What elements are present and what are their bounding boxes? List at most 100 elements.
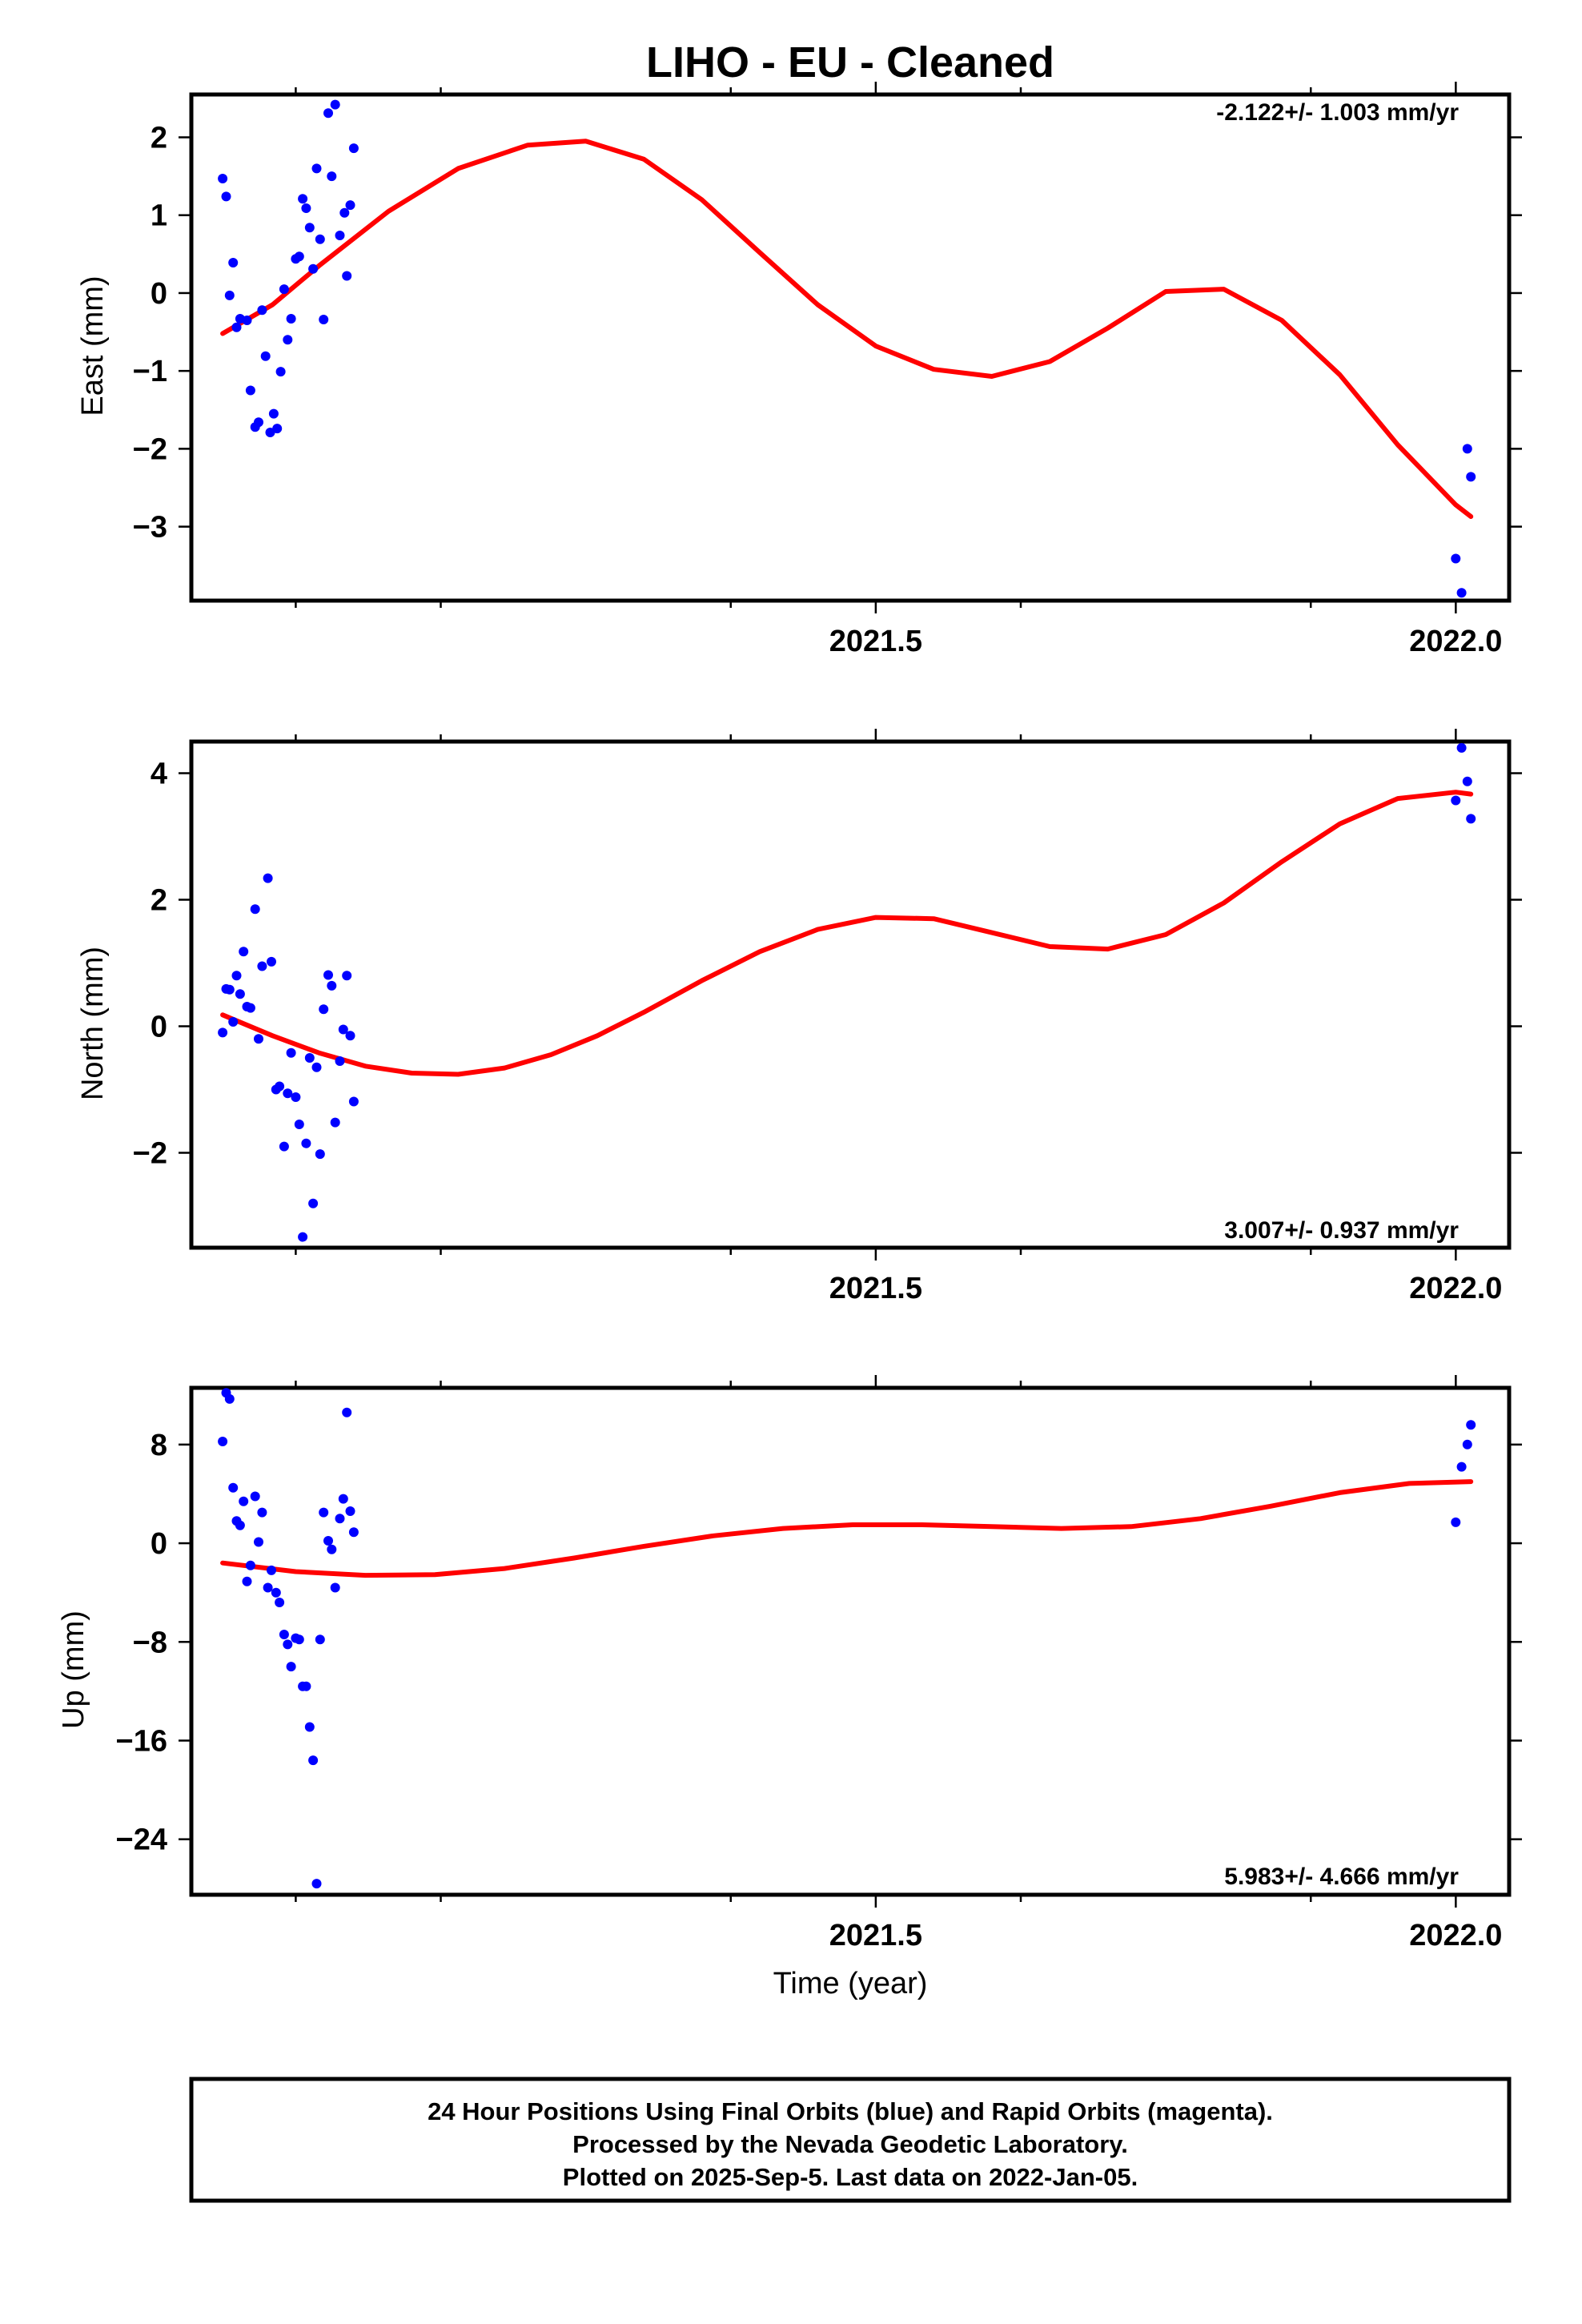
up-data-point xyxy=(315,1634,325,1645)
north-data-point xyxy=(335,1056,345,1066)
east-y-tick-label: 2 xyxy=(151,121,167,155)
up-data-point xyxy=(308,1755,319,1766)
east-y-tick-label: −3 xyxy=(133,511,167,545)
up-x-tick-label: 2021.5 xyxy=(829,1919,922,1952)
north-data-point xyxy=(286,1047,296,1058)
north-data-point xyxy=(245,1003,255,1013)
east-data-point xyxy=(339,207,350,218)
east-x-tick-label: 2021.5 xyxy=(829,625,922,658)
east-data-point xyxy=(311,163,322,174)
east-data-point xyxy=(286,314,296,324)
north-data-point xyxy=(218,1027,228,1038)
up-data-point xyxy=(245,1560,255,1570)
up-fit-line xyxy=(220,1479,1474,1578)
north-data-point xyxy=(330,1117,340,1128)
east-data-point xyxy=(315,234,325,244)
north-y-tick-label: −2 xyxy=(133,1137,167,1171)
up-data-point xyxy=(286,1662,296,1672)
north-data-point xyxy=(342,971,352,981)
up-data-point xyxy=(254,1537,263,1547)
east-data-point xyxy=(224,290,235,300)
east-data-point xyxy=(268,408,279,419)
up-data-point xyxy=(294,1634,304,1645)
east-data-point xyxy=(294,251,304,262)
north-data-point xyxy=(263,873,273,883)
north-data-point xyxy=(338,1024,348,1035)
up-data-point xyxy=(250,1491,260,1502)
footer-line-lab: Processed by the Nevada Geodetic Laborat… xyxy=(572,2130,1128,2158)
east-y-axis-label: East (mm) xyxy=(76,275,110,416)
north-data-point xyxy=(298,1232,308,1242)
footer-line-orbits: 24 Hour Positions Using Final Orbits (bl… xyxy=(428,2097,1273,2125)
east-data-point xyxy=(254,417,263,428)
up-data-point xyxy=(239,1496,249,1506)
up-data-point xyxy=(330,1582,340,1593)
up-data-point xyxy=(311,1879,322,1889)
north-data-point xyxy=(315,1149,325,1160)
north-data-point xyxy=(1451,795,1461,806)
north-frame xyxy=(189,739,1512,1250)
north-y-tick-label: 2 xyxy=(151,884,167,918)
north-data-point xyxy=(257,961,267,971)
east-y-tick-label: −1 xyxy=(133,355,167,388)
up-data-point xyxy=(327,1544,337,1554)
east-data-point xyxy=(245,385,255,396)
x-axis-label: Time (year) xyxy=(773,1967,928,2000)
east-data-point xyxy=(330,99,340,110)
up-y-tick-label: 8 xyxy=(151,1429,167,1462)
east-y-tick-label: −2 xyxy=(133,432,167,466)
footer-frame xyxy=(189,2077,1512,2203)
east-y-tick-label: 0 xyxy=(151,277,167,311)
up-data-point xyxy=(235,1520,245,1530)
east-data-point xyxy=(335,231,345,240)
north-data-point xyxy=(239,947,249,957)
up-data-point xyxy=(275,1598,285,1607)
up-data-point xyxy=(267,1565,276,1575)
east-data-point xyxy=(1451,553,1461,564)
up-data-point xyxy=(335,1514,345,1524)
up-rate-label: 5.983+/- 4.666 mm/yr xyxy=(1224,1864,1459,1890)
up-y-tick-label: 0 xyxy=(151,1527,167,1561)
east-data-point xyxy=(1466,472,1476,482)
east-rate-label: -2.122+/- 1.003 mm/yr xyxy=(1216,99,1459,126)
north-data-point xyxy=(224,984,235,995)
north-x-tick-label: 2022.0 xyxy=(1409,1272,1502,1305)
east-data-point xyxy=(242,316,252,325)
up-data-point xyxy=(319,1507,329,1518)
east-data-point xyxy=(221,191,231,202)
up-data-point xyxy=(1462,1439,1472,1449)
up-data-point xyxy=(342,1407,352,1417)
north-data-point xyxy=(1466,814,1476,824)
chart-title: LIHO - EU - Cleaned xyxy=(646,38,1054,86)
up-data-point xyxy=(323,1536,333,1546)
up-data-point xyxy=(301,1681,311,1691)
east-data-point xyxy=(272,424,283,434)
up-data-point xyxy=(1451,1517,1461,1527)
up-y-tick-label: −24 xyxy=(116,1823,167,1857)
north-data-point xyxy=(323,970,333,980)
east-data-point xyxy=(345,200,355,211)
north-data-point xyxy=(327,980,337,991)
east-frame xyxy=(189,92,1512,603)
north-data-point xyxy=(254,1034,263,1044)
up-y-tick-label: −16 xyxy=(116,1724,167,1758)
east-data-point xyxy=(323,108,333,119)
east-data-point xyxy=(265,428,275,437)
north-data-point xyxy=(304,1053,315,1063)
up-data-point xyxy=(1456,1462,1467,1472)
north-data-point xyxy=(348,1096,359,1107)
north-data-point xyxy=(311,1062,322,1072)
north-data-point xyxy=(250,904,260,915)
north-fit-line xyxy=(220,790,1474,1077)
north-data-point xyxy=(301,1138,311,1148)
north-panel: 3.007+/- 0.937 mm/yr North (mm) 4 2 0 −2 202… xyxy=(76,729,1522,1305)
north-data-point xyxy=(267,956,276,967)
north-data-point xyxy=(345,1031,355,1041)
up-panel: 5.983+/- 4.666 mm/yr Up (mm) 8 0 −8 −16 −24 2… xyxy=(57,1375,1522,1952)
north-data-point xyxy=(1456,742,1467,753)
north-x-tick-label: 2021.5 xyxy=(829,1272,922,1305)
east-x-tick-label: 2022.0 xyxy=(1409,625,1502,658)
up-data-point xyxy=(304,1722,315,1732)
east-data-point xyxy=(228,258,239,267)
